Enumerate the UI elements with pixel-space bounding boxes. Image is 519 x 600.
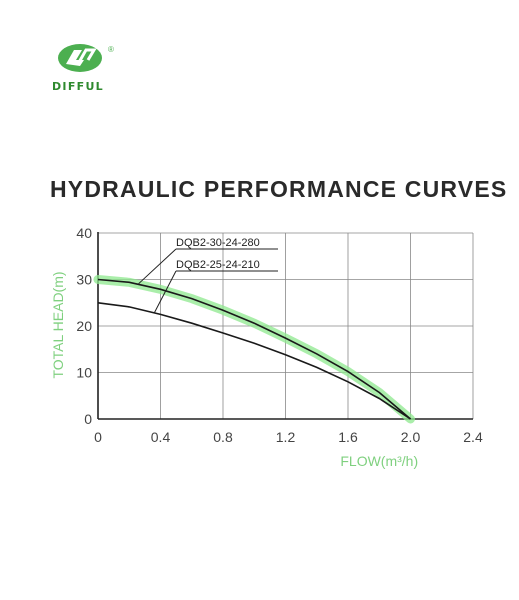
y-tick-label: 40 <box>76 225 92 241</box>
brand-name: DIFFUL <box>52 80 104 93</box>
y-tick-label: 0 <box>84 411 92 427</box>
x-tick-label: 2.0 <box>401 429 421 445</box>
y-axis-label: TOTAL HEAD(m) <box>50 271 66 378</box>
x-tick-label: 0 <box>94 429 102 445</box>
chart-grid <box>97 232 474 420</box>
series-label: DQB2-30-24-280 <box>176 237 260 249</box>
y-tick-label: 30 <box>76 272 92 288</box>
registered-mark: ® <box>108 45 114 54</box>
x-tick-label: 2.4 <box>463 429 483 445</box>
series-leader-line <box>153 270 177 314</box>
x-axis-label: FLOW(m³/h) <box>340 453 418 469</box>
x-tick-label: 1.2 <box>276 429 296 445</box>
chart-labels: FLOW(m³/h) TOTAL HEAD(m) DQB2-30-24-280 DQB… <box>50 237 418 469</box>
chart-series <box>93 275 415 424</box>
leaf-logo-icon: ® <box>58 44 114 72</box>
series-line-1 <box>97 278 412 420</box>
x-tick-label: 0.4 <box>151 429 171 445</box>
brand-logo: ® <box>52 40 124 92</box>
y-tick-label: 10 <box>76 365 92 381</box>
y-tick-label: 20 <box>76 318 92 334</box>
series-label: DQB2-25-24-210 <box>176 259 260 271</box>
series-leader-line <box>138 248 177 285</box>
series-line-2 <box>97 302 411 420</box>
x-tick-label: 1.6 <box>338 429 358 445</box>
page-title: HYDRAULIC PERFORMANCE CURVES <box>50 176 508 202</box>
x-tick-label: 0.8 <box>213 429 233 445</box>
series-highlight <box>93 275 415 424</box>
